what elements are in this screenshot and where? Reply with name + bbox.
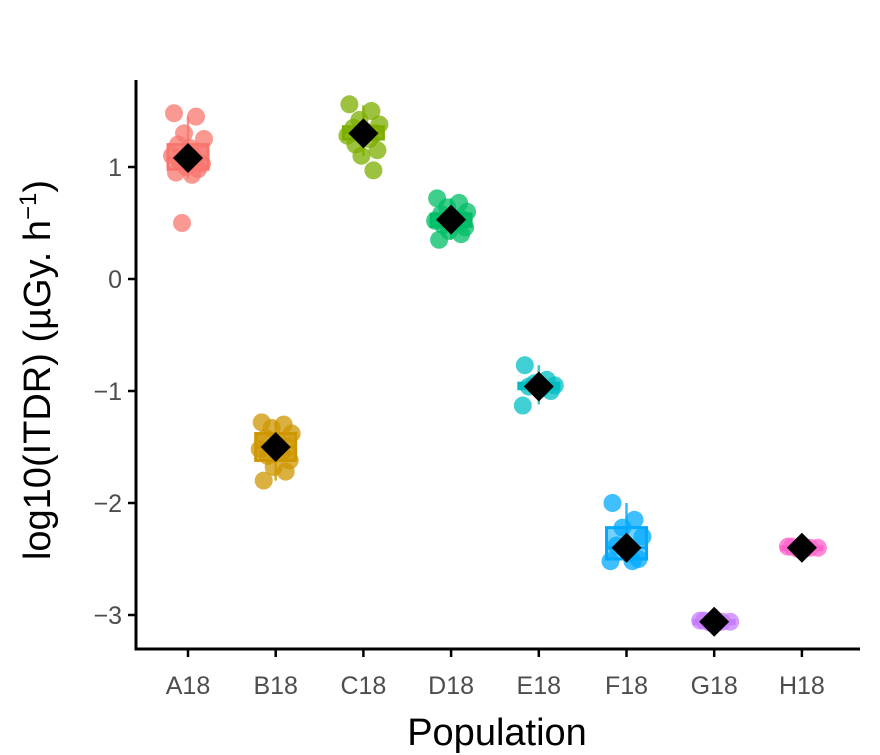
data-point xyxy=(601,552,620,571)
x-tick-label: G18 xyxy=(691,672,738,700)
data-point xyxy=(254,471,273,490)
mean-marker xyxy=(699,606,730,637)
data-point xyxy=(187,107,205,126)
data-point xyxy=(368,141,387,160)
data-point xyxy=(276,462,295,481)
series-B18 xyxy=(250,413,301,490)
data-point xyxy=(352,146,371,165)
data-point xyxy=(513,396,532,415)
y-tick-label: 1 xyxy=(108,154,122,182)
mean-marker xyxy=(436,204,467,235)
series-G18 xyxy=(691,606,740,637)
y-axis-title-superscript: −1 xyxy=(15,193,42,220)
series-H18 xyxy=(778,532,827,563)
data-point xyxy=(515,356,534,375)
mean-marker xyxy=(173,143,203,174)
data-point xyxy=(195,130,213,148)
data-point xyxy=(452,225,471,244)
x-axis-title: Population xyxy=(407,712,587,754)
x-tick-label: H18 xyxy=(779,672,825,700)
y-tick-label: 0 xyxy=(108,266,122,294)
data-point xyxy=(364,161,383,180)
x-tick-label: F18 xyxy=(605,672,648,700)
mean-marker xyxy=(348,118,379,149)
x-axis-ticks: A18 B18 C18 D18 E18 F18 G18 H18 xyxy=(166,649,825,700)
data-point xyxy=(430,230,449,249)
x-tick-label: E18 xyxy=(517,672,561,700)
data-point xyxy=(721,612,740,631)
data-point xyxy=(165,104,183,123)
series-D18 xyxy=(426,189,477,249)
y-axis-ticks: 1 0 −1 −2 −3 xyxy=(93,154,136,630)
series-E18 xyxy=(513,356,564,415)
y-axis-title: log10(ITDR) (µGy. h−1) xyxy=(15,180,59,560)
data-point xyxy=(340,95,359,114)
series-C18 xyxy=(338,95,389,180)
series-A18 xyxy=(163,104,213,232)
y-axis-title-main: log10(ITDR) (µGy. h xyxy=(17,220,59,560)
series-F18 xyxy=(601,494,652,571)
y-tick-label: −2 xyxy=(93,490,122,518)
x-tick-label: A18 xyxy=(166,672,210,700)
mean-marker xyxy=(611,532,642,563)
x-tick-label: D18 xyxy=(428,672,474,700)
data-point xyxy=(603,494,622,512)
mean-marker xyxy=(523,371,554,402)
y-tick-label: −3 xyxy=(93,602,122,630)
y-axis-title-close: ) xyxy=(17,180,59,193)
x-tick-label: B18 xyxy=(253,672,297,700)
data-point xyxy=(613,518,632,537)
plot-marks xyxy=(163,95,827,637)
data-point xyxy=(633,527,652,546)
y-tick-label: −1 xyxy=(93,378,122,406)
mean-marker xyxy=(260,432,291,462)
mean-marker xyxy=(786,532,817,563)
x-tick-label: C18 xyxy=(340,672,386,700)
data-point xyxy=(167,163,185,182)
data-point xyxy=(808,538,827,557)
data-point xyxy=(173,214,191,232)
